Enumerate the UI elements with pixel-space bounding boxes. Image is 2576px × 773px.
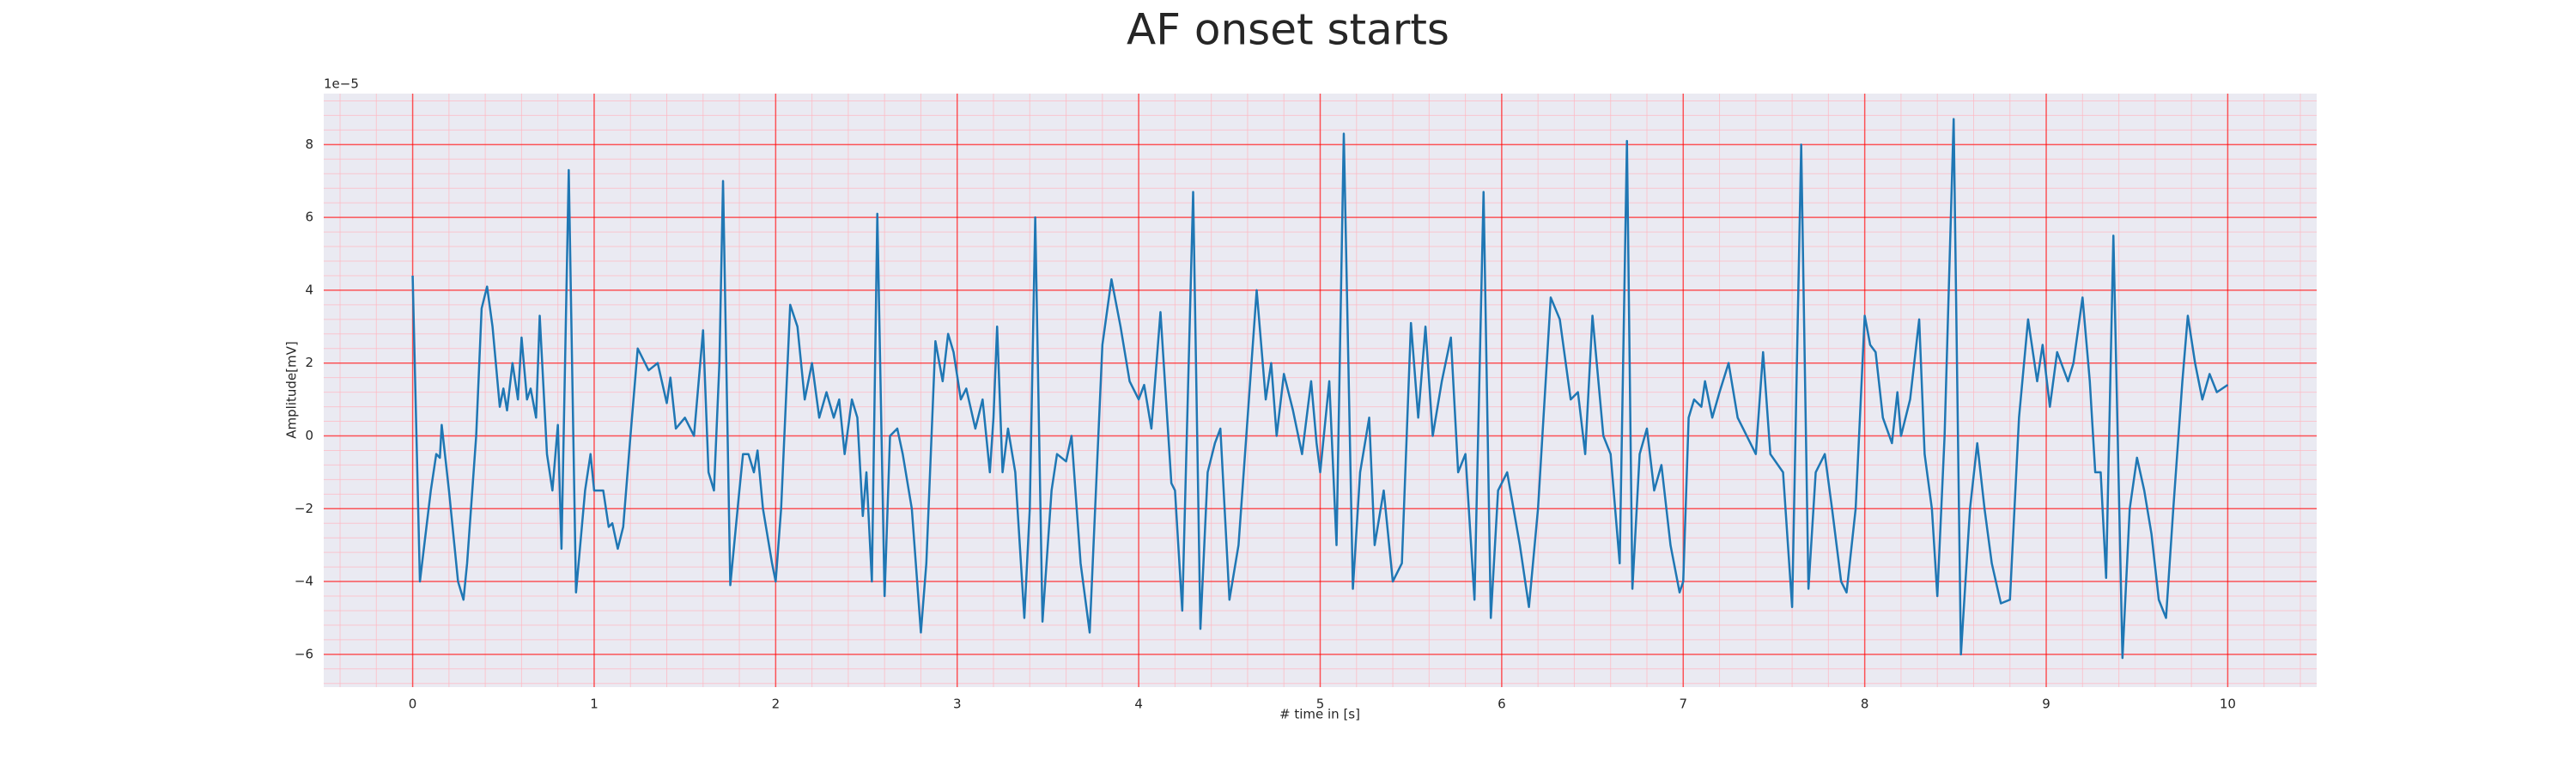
x-tick-label: 9 [2042,697,2050,712]
signal-line [411,118,2229,660]
y-tick-label: 0 [305,428,313,443]
y-axis-label: Amplitude[mV] [284,341,300,438]
y-tick-label: −6 [295,646,313,661]
x-tick-label: 3 [953,697,962,712]
x-tick-label: 8 [1861,697,1869,712]
grid [324,94,2317,687]
y-tick-label: 8 [305,137,313,152]
x-tick-label: 10 [2220,697,2236,712]
y-tick-label: −2 [295,501,313,516]
x-tick-label: 5 [1316,697,1325,712]
y-tick-label: 4 [305,282,313,297]
x-tick-label: 2 [772,697,781,712]
x-tick-label: 6 [1498,697,1506,712]
x-tick-label: 0 [409,697,417,712]
x-tick-label: 7 [1679,697,1687,712]
y-tick-label: 6 [305,210,313,225]
x-tick-label: 1 [590,697,598,712]
y-tick-label: −4 [295,574,313,589]
y-offset-label: 1e−5 [324,76,359,92]
x-axis-label: # time in [s] [1279,707,1360,722]
x-tick-label: 4 [1134,697,1143,712]
y-tick-label: 2 [305,355,313,370]
chart-title: AF onset starts [1127,5,1449,55]
